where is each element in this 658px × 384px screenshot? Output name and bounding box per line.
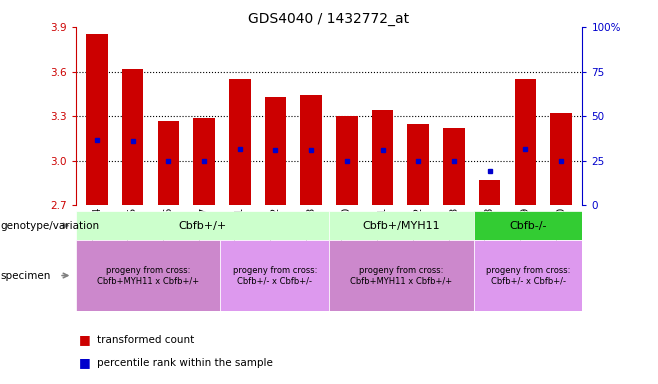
Text: progeny from cross:
Cbfb+MYH11 x Cbfb+/+: progeny from cross: Cbfb+MYH11 x Cbfb+/+ [350,266,453,285]
Bar [158,121,179,205]
Bar [76,240,220,311]
Text: Cbfb-/-: Cbfb-/- [509,220,547,231]
Bar [515,79,536,205]
Bar [329,240,474,311]
Text: specimen: specimen [1,270,51,281]
Bar [407,124,429,205]
Bar [443,128,465,205]
Text: progeny from cross:
Cbfb+/- x Cbfb+/-: progeny from cross: Cbfb+/- x Cbfb+/- [232,266,317,285]
Bar [474,211,582,240]
Bar [122,68,143,205]
Bar [193,118,215,205]
Text: ■: ■ [79,356,91,369]
Text: progeny from cross:
Cbfb+/- x Cbfb+/-: progeny from cross: Cbfb+/- x Cbfb+/- [486,266,570,285]
Bar [479,180,500,205]
Text: transformed count: transformed count [97,335,195,345]
Bar [336,116,357,205]
Text: percentile rank within the sample: percentile rank within the sample [97,358,273,368]
Bar [474,240,582,311]
Text: Cbfb+/MYH11: Cbfb+/MYH11 [363,220,440,231]
Text: Cbfb+/+: Cbfb+/+ [178,220,226,231]
Title: GDS4040 / 1432772_at: GDS4040 / 1432772_at [249,12,409,26]
Text: progeny from cross:
Cbfb+MYH11 x Cbfb+/+: progeny from cross: Cbfb+MYH11 x Cbfb+/+ [97,266,199,285]
Bar [372,110,393,205]
Text: genotype/variation: genotype/variation [1,220,100,231]
Bar [229,79,251,205]
Bar [550,113,572,205]
Bar [76,211,329,240]
Text: ■: ■ [79,333,91,346]
Bar [329,211,474,240]
Bar [265,97,286,205]
Bar [301,95,322,205]
Bar [86,34,108,205]
Bar [220,240,329,311]
